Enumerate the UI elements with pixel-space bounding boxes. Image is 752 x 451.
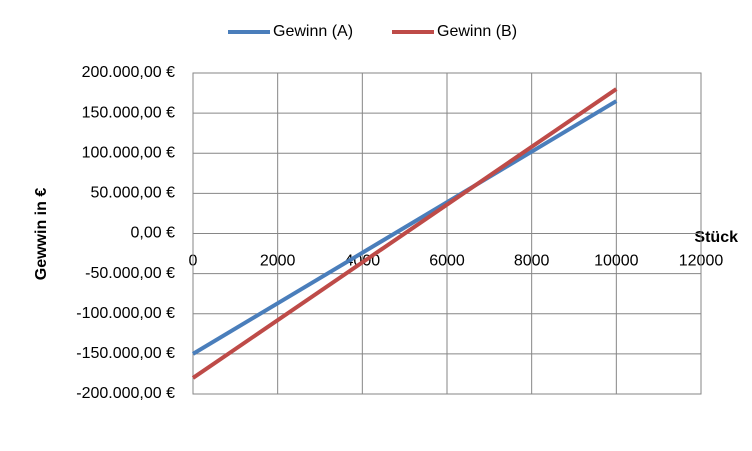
series-line xyxy=(191,99,618,356)
y-tick-label: 200.000,00 € xyxy=(82,64,176,81)
x-tick-label: 6000 xyxy=(429,253,465,270)
y-tick-label: -50.000,00 € xyxy=(85,265,175,282)
y-tick-label: 0,00 € xyxy=(131,225,176,242)
series-line xyxy=(191,87,618,380)
legend-label: Gewinn (B) xyxy=(437,23,517,40)
y-tick-label: 50.000,00 € xyxy=(90,185,175,202)
y-tick-label: -150.000,00 € xyxy=(76,345,175,362)
legend-label: Gewinn (A) xyxy=(273,23,353,40)
y-tick-label: -200.000,00 € xyxy=(76,385,175,402)
y-tick-label: -100.000,00 € xyxy=(76,305,175,322)
x-tick-label: 10000 xyxy=(594,253,639,270)
y-axis-title: Gewwin in € xyxy=(33,188,50,281)
y-tick-label: 150.000,00 € xyxy=(82,104,176,121)
x-tick-label: 8000 xyxy=(514,253,550,270)
plot-border xyxy=(192,72,702,395)
x-tick-label: 2000 xyxy=(260,253,296,270)
x-axis-title: Stück xyxy=(694,229,738,246)
y-tick-label: 100.000,00 € xyxy=(82,144,176,161)
